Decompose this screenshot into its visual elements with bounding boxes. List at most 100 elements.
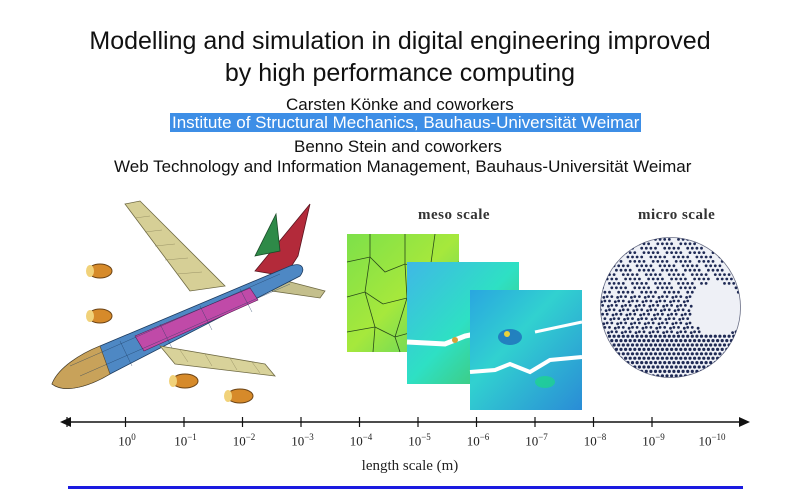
atom-dot (610, 339, 614, 343)
atom-dot (638, 277, 641, 281)
atom-dot (730, 235, 733, 236)
atom-dot (734, 286, 738, 290)
atom-dot (610, 330, 614, 334)
atom-dot (615, 242, 618, 246)
atom-dot (602, 322, 606, 326)
atom-dot (679, 339, 683, 343)
atom-dot (654, 317, 657, 320)
atom-dot (601, 374, 605, 378)
atom-dot (681, 308, 685, 312)
atom-dot (612, 334, 616, 338)
atom-dot (608, 299, 611, 303)
atom-dot (711, 347, 715, 351)
atom-dot (742, 300, 744, 303)
atom-dot (635, 334, 639, 338)
atom-dot (684, 330, 687, 334)
atom-dot (736, 273, 740, 276)
atom-dot (656, 365, 660, 369)
atom-dot (700, 255, 703, 259)
atom-dot (729, 374, 733, 378)
atom-dot (702, 277, 706, 281)
atom-dot (716, 235, 719, 236)
atom-dot (624, 356, 628, 360)
atom-dot (713, 238, 717, 241)
atom-dot (605, 268, 609, 272)
atom-dot (679, 242, 683, 246)
atom-dot (631, 282, 634, 285)
lower-engines (169, 373, 254, 404)
atom-dot (647, 268, 650, 272)
atom-dot (617, 290, 621, 294)
atom-dot (647, 312, 650, 316)
atom-dot (678, 318, 682, 321)
affiliation-2: Web Technology and Information Managemen… (114, 157, 692, 176)
atom-dot (677, 379, 680, 380)
atom-dot (718, 334, 722, 338)
atom-dot (603, 352, 607, 356)
atom-dot (718, 255, 722, 259)
atom-dot (697, 277, 701, 281)
atom-dot (676, 352, 681, 356)
atom-dot (635, 238, 639, 241)
atom-dot (702, 260, 706, 263)
atom-dot (612, 308, 616, 312)
atom-dot (626, 369, 630, 373)
atom-dot (628, 339, 632, 343)
atom-dot (704, 273, 708, 276)
atom-dot (644, 334, 648, 338)
atom-dot (674, 251, 678, 254)
atom-dot (598, 251, 599, 254)
atom-dot (600, 334, 602, 338)
atom-dot (730, 277, 733, 281)
atom-dot (682, 326, 686, 330)
atom-dot (704, 238, 708, 241)
atom-dot (638, 260, 641, 263)
atom-dot (723, 255, 726, 259)
atom-dot (661, 268, 664, 272)
atom-dot (721, 235, 724, 236)
atom-dot (732, 255, 736, 259)
atom-dot (612, 361, 616, 365)
axis-tick-label: 10−8 (583, 432, 607, 449)
atom-dot (649, 290, 653, 294)
atom-dot (684, 286, 687, 290)
atom-dot (670, 356, 674, 360)
atom-dot (734, 356, 738, 360)
atom-dot (637, 339, 641, 343)
atom-dot (621, 326, 625, 329)
atom-dot (709, 379, 712, 380)
atom-dot (693, 365, 697, 369)
atom-dot (702, 356, 706, 360)
atom-dot (681, 273, 685, 276)
atom-dot (640, 246, 644, 250)
atom-dot (695, 379, 698, 380)
atom-dot (649, 264, 653, 268)
atom-dot (686, 299, 690, 303)
atom-dot (739, 286, 741, 290)
atom-dot (610, 242, 614, 246)
atom-dot (693, 251, 696, 254)
atom-dot (618, 309, 622, 312)
atom-dot (679, 235, 682, 236)
atom-dot (642, 304, 646, 307)
atom-dot (617, 282, 621, 285)
atom-dot (713, 246, 717, 250)
atom-dot (598, 304, 599, 307)
atom-dot (702, 242, 706, 246)
atom-dot (674, 260, 678, 263)
atom-dot (658, 361, 662, 365)
atom-dot (613, 326, 617, 330)
atom-dot (734, 347, 738, 351)
atom-dot (603, 246, 607, 250)
atom-dot (617, 326, 621, 329)
atom-dot (605, 374, 609, 378)
atom-dot (699, 361, 704, 365)
atom-dot (672, 361, 676, 365)
atom-dot (642, 374, 646, 378)
atom-dot (736, 369, 740, 373)
atom-dot (665, 286, 669, 290)
affiliation-1-selected[interactable]: Institute of Structural Mechanics, Bauha… (170, 113, 642, 133)
atom-dot (672, 379, 675, 380)
atom-dot (608, 379, 611, 380)
atom-dot (676, 361, 681, 365)
